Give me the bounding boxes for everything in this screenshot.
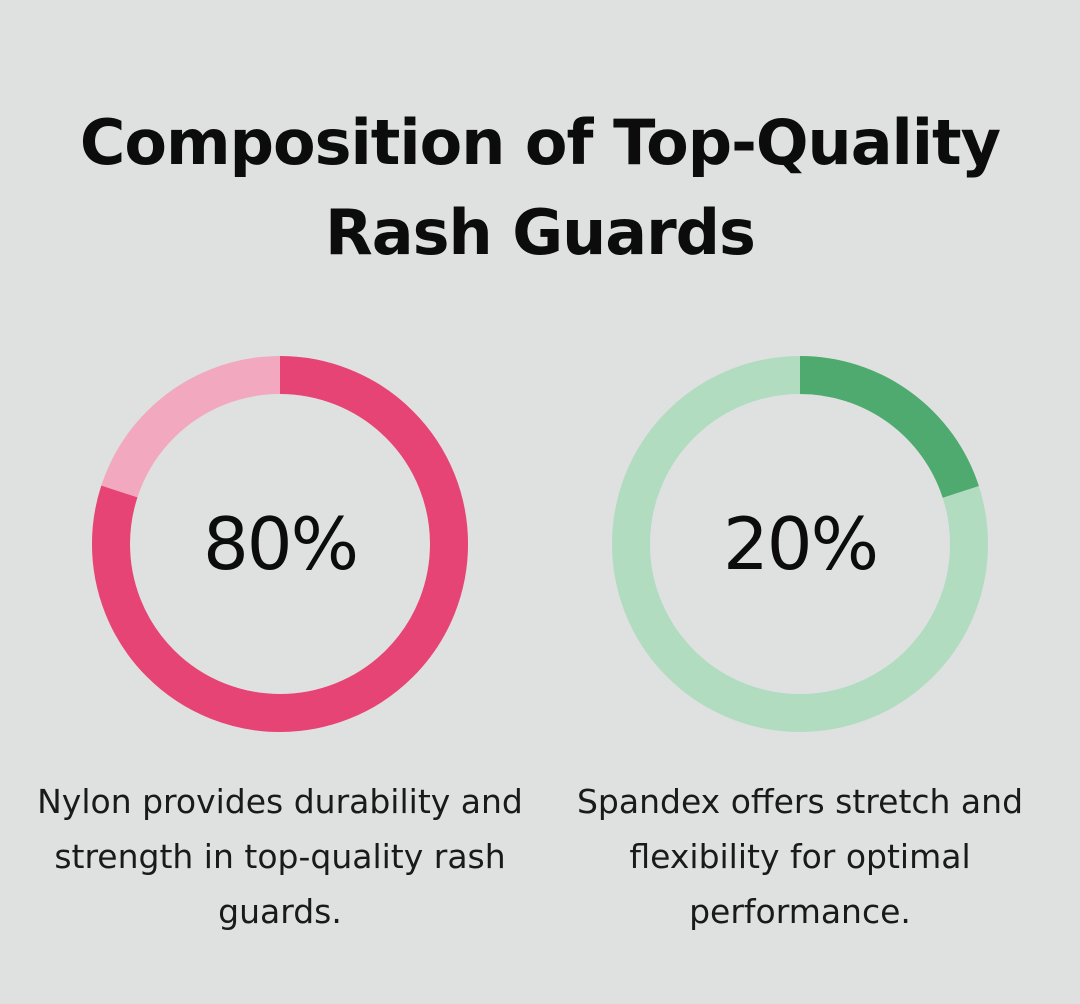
nylon-donut-chart: 80% [90,354,470,734]
nylon-percentage-label: 80% [202,502,359,586]
spandex-donut-svg [612,356,988,732]
spandex-value-arc [612,356,988,732]
nylon-donut-svg [92,356,468,732]
spandex-donut-chart: 20% [610,354,990,734]
spandex-percentage-label: 20% [722,502,879,586]
nylon-value-arc [92,356,468,732]
nylon-description: Nylon provides durability and strength i… [37,782,523,931]
spandex-description: Spandex offers stretch and flexibility f… [576,782,1024,931]
nylon-card: 80% Nylon provides durability and streng… [20,354,540,939]
chart-title: Composition of Top-Quality Rash Guards [0,98,1080,278]
chart-title-line-1: Composition of Top-Quality [79,106,1001,179]
spandex-card: 20% Spandex offers stretch and flexibili… [540,354,1060,939]
chart-title-line-2: Rash Guards [325,196,756,269]
